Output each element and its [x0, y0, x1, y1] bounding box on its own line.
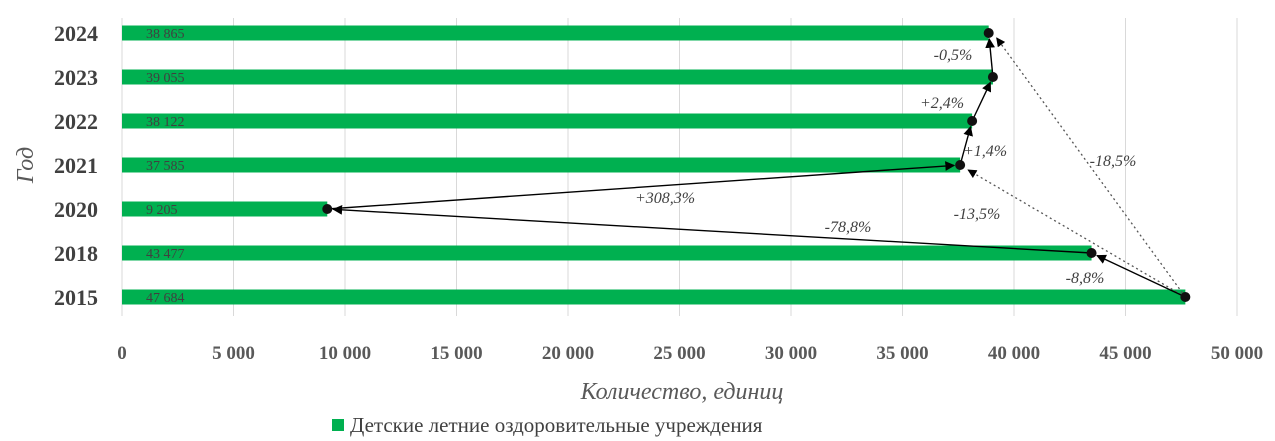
legend: Детские летние оздоровительные учреждени…: [332, 413, 763, 437]
x-tick-label: 35 000: [876, 343, 928, 364]
data-label: 38 865: [146, 27, 185, 42]
bar: [122, 245, 1092, 261]
x-axis-ticks: 0 5 000 10 000 15 000 20 000 25 000 30 000 35 0…: [117, 343, 1263, 364]
change-label: +1,4%: [963, 143, 1007, 160]
y-tick-label: 2015: [54, 285, 98, 310]
x-tick-label: 0: [117, 343, 127, 364]
dotted-change-arrow: [967, 169, 1186, 298]
data-label: 39 055: [146, 71, 185, 86]
change-arrow: [1096, 254, 1186, 298]
data-label: 43 477: [146, 247, 185, 262]
change-label: -8,8%: [1066, 270, 1105, 287]
data-label: 47 684: [146, 291, 185, 306]
bar: [122, 157, 961, 173]
change-arrow: [959, 125, 973, 166]
x-tick-label: 5 000: [212, 343, 255, 364]
value-marker: [983, 28, 994, 38]
x-axis-title: Количество, единиц: [580, 379, 784, 405]
change-annotations: -8,8% -78,8% +308,3% +1,4% +2,4% -0,5% -13,5% -…: [322, 28, 1191, 302]
value-marker: [1180, 292, 1191, 302]
bar: [122, 201, 328, 217]
change-arrow: [985, 37, 995, 78]
bar: [122, 113, 973, 129]
change-label: +2,4%: [920, 95, 964, 112]
value-marker: [322, 204, 333, 214]
legend-swatch: [332, 419, 344, 431]
dotted-change-arrow: [996, 37, 1186, 298]
y-tick-label: 2020: [54, 197, 98, 222]
value-marker: [1086, 248, 1097, 258]
change-label: +308,3%: [635, 190, 695, 207]
change-label: -18,5%: [1090, 153, 1137, 170]
y-axis-title: Год: [13, 147, 39, 184]
x-tick-label: 15 000: [430, 343, 482, 364]
legend-label: Детские летние оздоровительные учреждени…: [350, 413, 763, 437]
y-axis-ticks: 2024 2023 2022 2021 2020 2018 2015: [54, 21, 98, 310]
bars: 38 865 39 055 38 122 37 585 9 205 43 477 47 68…: [122, 25, 1186, 306]
x-tick-label: 25 000: [653, 343, 705, 364]
change-arrow: [971, 81, 992, 122]
data-label: 9 205: [146, 203, 178, 218]
y-tick-label: 2021: [54, 153, 98, 178]
x-tick-label: 40 000: [988, 343, 1040, 364]
data-label: 37 585: [146, 159, 185, 174]
change-arrow: [327, 161, 956, 210]
x-tick-label: 45 000: [1099, 343, 1151, 364]
change-arrow: [332, 204, 1092, 254]
y-tick-label: 2023: [54, 65, 98, 90]
bar: [122, 25, 989, 41]
change-label: -0,5%: [934, 47, 973, 64]
value-marker: [987, 72, 998, 82]
y-tick-label: 2018: [54, 241, 98, 266]
change-label: -13,5%: [954, 206, 1001, 223]
x-tick-label: 10 000: [319, 343, 371, 364]
x-tick-label: 20 000: [542, 343, 594, 364]
x-tick-label: 50 000: [1211, 343, 1263, 364]
change-label: -78,8%: [825, 219, 872, 236]
bar: [122, 69, 993, 85]
bar: [122, 289, 1186, 305]
x-tick-label: 30 000: [765, 343, 817, 364]
y-tick-label: 2022: [54, 109, 98, 134]
value-marker: [967, 116, 978, 126]
value-marker: [955, 160, 966, 170]
y-tick-label: 2024: [54, 21, 98, 46]
data-label: 38 122: [146, 115, 185, 130]
